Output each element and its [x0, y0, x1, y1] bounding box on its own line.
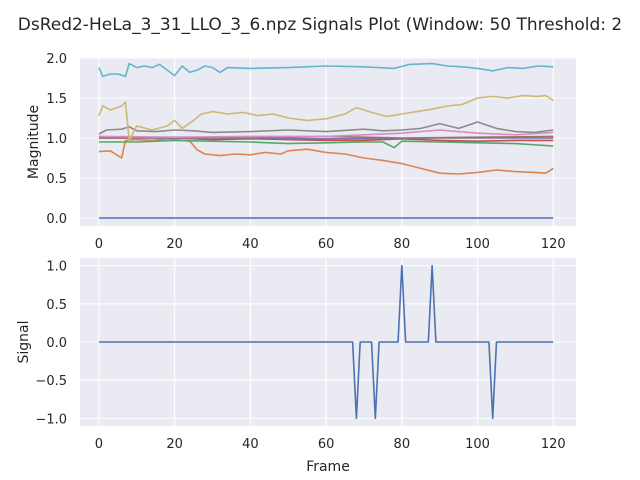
- magnitude-x-tick-label: 100: [465, 237, 490, 252]
- signal-x-tick-label: 120: [541, 437, 566, 452]
- signal-y-tick-label: 0.5: [46, 298, 67, 313]
- signal-series-line-0: [98, 264, 554, 420]
- signal-y-label: Signal: [16, 320, 32, 363]
- signal-y-tick-label: 1.0: [46, 260, 67, 275]
- signal-panel: 0 20 40 60 80 100 120 −1.0 −0.5 0.0 0.5 1.0 Signal: [16, 258, 576, 452]
- magnitude-series-line-2: [98, 139, 554, 149]
- magnitude-y-tick-label: 2.0: [46, 52, 67, 67]
- chart-title: DsRed2-HeLa_3_31_LLO_3_6.npz Signals Plo…: [18, 15, 622, 35]
- signal-x-tick-label: 60: [318, 437, 335, 452]
- signal-y-tick-label: −0.5: [35, 374, 67, 389]
- magnitude-series-line-1: [98, 138, 554, 175]
- magnitude-series-line-4: [98, 137, 554, 140]
- magnitude-series-line-9: [98, 62, 554, 78]
- magnitude-x-tick-label: 120: [541, 237, 566, 252]
- magnitude-x-tick-label: 0: [95, 237, 103, 252]
- magnitude-x-ticks: 0 20 40 60 80 100 120: [95, 237, 566, 252]
- signal-x-tick-label: 0: [95, 437, 103, 452]
- magnitude-series-line-8: [98, 94, 554, 142]
- signal-x-ticks: 0 20 40 60 80 100 120: [95, 437, 566, 452]
- signal-x-tick-label: 20: [166, 437, 183, 452]
- magnitude-series-line-6: [98, 129, 554, 138]
- magnitude-series-line-3: [98, 137, 554, 142]
- signal-series: [98, 264, 554, 420]
- signal-x-tick-label: 100: [465, 437, 490, 452]
- magnitude-y-tick-label: 0.5: [46, 172, 67, 187]
- x-axis-label: Frame: [306, 459, 350, 475]
- magnitude-y-label: Magnitude: [26, 105, 42, 179]
- magnitude-x-tick-label: 40: [242, 237, 259, 252]
- magnitude-panel: 0 20 40 60 80 100 120 0.0 0.5 1.0 1.5 2.0 Magnitud…: [26, 52, 576, 252]
- magnitude-y-ticks: 0.0 0.5 1.0 1.5 2.0: [46, 52, 67, 227]
- magnitude-y-tick-label: 1.0: [46, 132, 67, 147]
- signal-y-ticks: −1.0 −0.5 0.0 0.5 1.0: [35, 260, 67, 428]
- signal-y-tick-label: 0.0: [46, 336, 67, 351]
- signal-x-tick-label: 40: [242, 437, 259, 452]
- magnitude-x-tick-label: 80: [394, 237, 411, 252]
- magnitude-y-tick-label: 1.5: [46, 92, 67, 107]
- signal-y-tick-label: −1.0: [35, 412, 67, 427]
- magnitude-y-tick-label: 0.0: [46, 212, 67, 227]
- magnitude-x-tick-label: 60: [318, 237, 335, 252]
- magnitude-series: [98, 62, 554, 219]
- signal-x-tick-label: 80: [394, 437, 411, 452]
- magnitude-x-tick-label: 20: [166, 237, 183, 252]
